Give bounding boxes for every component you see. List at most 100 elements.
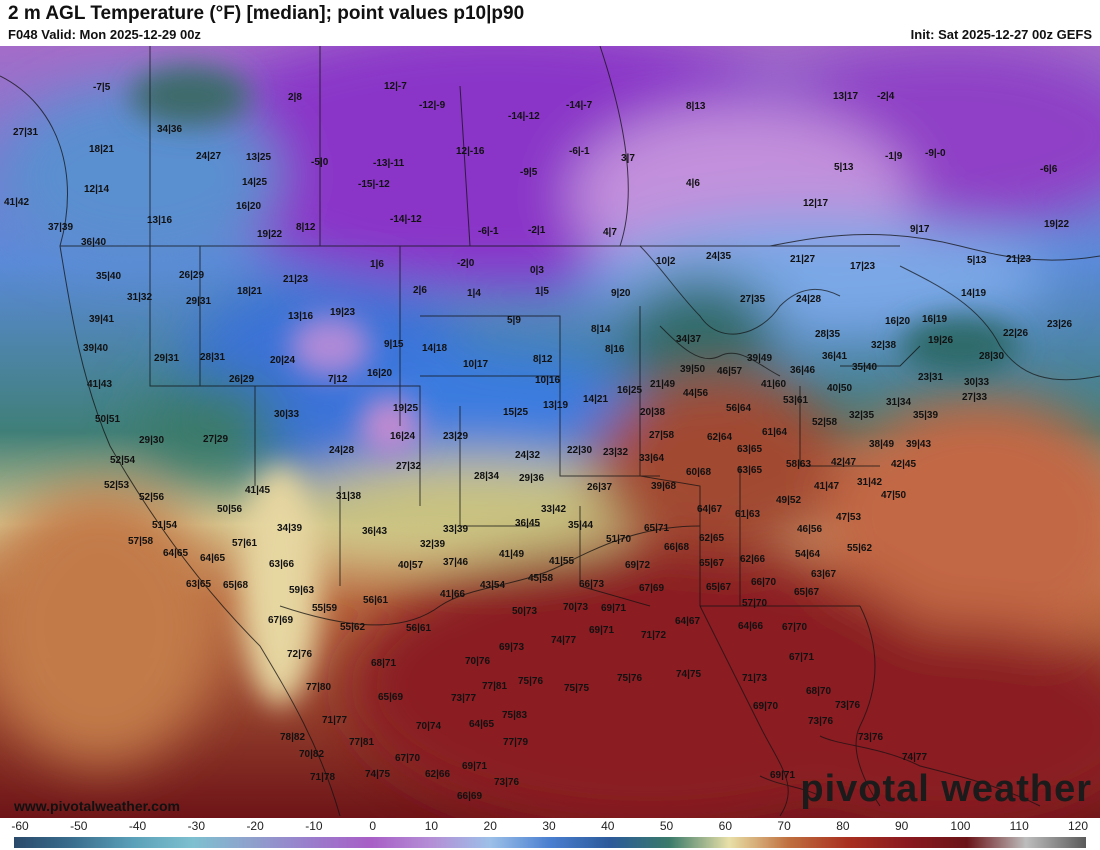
point-value: 2|6: [413, 285, 427, 296]
point-value: 8|16: [605, 344, 625, 355]
point-value: 19|26: [928, 335, 954, 346]
point-value: 58|63: [786, 459, 812, 470]
init-time: Init: Sat 2025-12-27 00z GEFS: [910, 27, 1092, 42]
point-value: 74|75: [365, 769, 391, 780]
point-value: 35|40: [852, 362, 878, 373]
point-value: 62|66: [425, 769, 451, 780]
point-value: 47|53: [836, 512, 862, 523]
point-value: 12|17: [803, 198, 829, 209]
point-value: 13|16: [147, 215, 173, 226]
point-value: 73|76: [494, 777, 520, 788]
point-value: 1|4: [467, 288, 481, 299]
point-value: 36|43: [362, 526, 388, 537]
point-value: 27|33: [962, 392, 988, 403]
point-value: 36|40: [81, 237, 107, 248]
color-scale-tick: -60: [11, 819, 29, 833]
point-value: 1|6: [370, 259, 384, 270]
color-scale-tick: 70: [777, 819, 791, 833]
point-value: 41|55: [549, 556, 575, 567]
point-value: -6|6: [1040, 164, 1058, 175]
point-value: 77|79: [503, 737, 529, 748]
point-value: 63|67: [811, 569, 837, 580]
point-value: 20|38: [640, 407, 666, 418]
point-value: 13|25: [246, 152, 272, 163]
site-url: www.pivotalweather.com: [14, 798, 180, 814]
point-value: 28|35: [815, 329, 841, 340]
point-value: 22|30: [567, 445, 593, 456]
point-value: 55|59: [312, 603, 338, 614]
point-value: 31|34: [886, 397, 912, 408]
point-value: 64|66: [738, 621, 764, 632]
point-value: 32|38: [871, 340, 897, 351]
point-value: 24|28: [796, 294, 822, 305]
point-value: 10|16: [535, 375, 561, 386]
color-scale-tick: -40: [128, 819, 147, 833]
point-value: 64|67: [697, 504, 723, 515]
point-value: 62|66: [740, 554, 766, 565]
point-value: 41|66: [440, 589, 466, 600]
point-value: 20|24: [270, 355, 296, 366]
point-value: 24|32: [515, 450, 541, 461]
point-value: 71|72: [641, 630, 667, 641]
point-value: 55|62: [847, 543, 873, 554]
point-value: 64|65: [163, 548, 189, 559]
point-value: 18|21: [89, 144, 115, 155]
color-scale-tick: 40: [601, 819, 615, 833]
point-value: 65|69: [378, 692, 404, 703]
point-value: 69|72: [625, 560, 651, 571]
point-value: 56|64: [726, 403, 752, 414]
point-value: 24|35: [706, 251, 732, 262]
point-value: 8|12: [533, 354, 553, 365]
point-value: 5|9: [507, 315, 521, 326]
point-value: 71|78: [310, 772, 336, 783]
point-value: 67|70: [395, 753, 421, 764]
point-value: 35|40: [96, 271, 122, 282]
point-value: 32|35: [849, 410, 875, 421]
point-value: 74|75: [676, 669, 702, 680]
point-value: 18|21: [237, 286, 263, 297]
point-value: 50|51: [95, 414, 121, 425]
point-value: 75|76: [518, 676, 544, 687]
point-value: 42|47: [831, 457, 857, 468]
color-scale-tick: 60: [718, 819, 733, 833]
boundary-lines: [0, 46, 1100, 817]
color-scale-tick: 50: [659, 819, 674, 833]
point-value: -5|0: [311, 157, 329, 168]
color-scale-tick: -30: [187, 819, 205, 833]
point-value: 8|14: [591, 324, 611, 335]
point-value: 54|64: [795, 549, 821, 560]
point-value: 32|39: [420, 539, 446, 550]
color-scale-tick: 10: [424, 819, 439, 833]
point-value: 40|57: [398, 560, 424, 571]
map-canvas: [0, 46, 1100, 818]
point-value: 24|28: [329, 445, 355, 456]
point-value: 34|36: [157, 124, 183, 135]
point-value: 42|45: [891, 459, 917, 470]
point-value: 39|50: [680, 364, 706, 375]
point-value: -12|-9: [419, 100, 446, 111]
point-value: 16|25: [617, 385, 643, 396]
map-title: 2 m AGL Temperature (°F) [median]; point…: [8, 3, 525, 24]
point-value: 52|58: [812, 417, 838, 428]
point-value: 70|73: [563, 602, 589, 613]
point-value: 31|38: [336, 491, 362, 502]
brand-logo: pivotal weather: [800, 768, 1092, 810]
coastlines: [639, 245, 1100, 817]
point-value: 12|-7: [384, 81, 407, 92]
temperature-map[interactable]: -7|5 34|36 2|8 12|-7 -12|-9 -14|-12 -14|-7 8|13…: [0, 46, 1100, 818]
point-value: 60|68: [686, 467, 712, 478]
point-value: -6|-1: [569, 146, 590, 157]
color-scale-tick: 0: [369, 819, 376, 833]
point-value: 64|65: [469, 719, 495, 730]
point-value: 27|29: [203, 434, 229, 445]
point-value: 71|73: [742, 673, 768, 684]
point-value: -14|-7: [566, 100, 593, 111]
point-value: 10|2: [656, 256, 676, 267]
point-value: 21|27: [790, 254, 816, 265]
point-value: 66|69: [457, 791, 483, 802]
point-value: 70|76: [465, 656, 491, 667]
point-value: 27|31: [13, 127, 39, 138]
point-value: 19|22: [257, 229, 283, 240]
point-value: 61|64: [762, 427, 788, 438]
valid-time: F048 Valid: Mon 2025-12-29 00z: [8, 27, 201, 42]
